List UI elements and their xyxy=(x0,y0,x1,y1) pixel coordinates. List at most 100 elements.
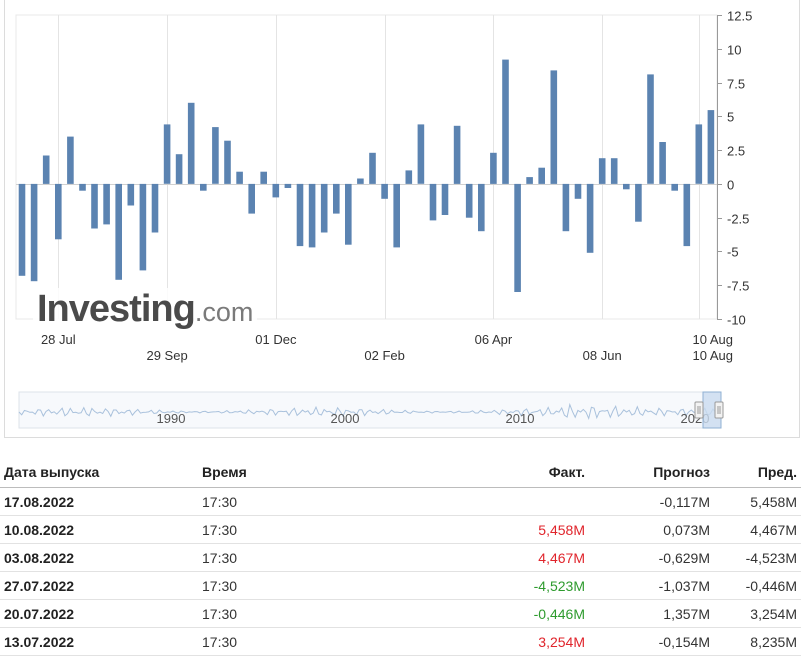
cell-forecast: -0,629M xyxy=(589,543,714,572)
cell-time: 17:30 xyxy=(198,515,446,544)
navigator-overview-line xyxy=(18,402,722,420)
bar xyxy=(333,183,340,214)
y-tick-label: -2.5 xyxy=(727,212,749,227)
cell-forecast: -0,117M xyxy=(589,487,714,516)
bar xyxy=(683,183,691,247)
bar xyxy=(671,183,678,191)
header-date[interactable]: Дата выпуска xyxy=(0,456,198,488)
cell-previous: 8,235M xyxy=(714,627,801,656)
cell-date: 13.07.2022 xyxy=(0,627,198,656)
bar xyxy=(550,70,558,184)
bar xyxy=(610,158,618,184)
bar-series xyxy=(18,59,715,292)
y-tick-label: -7.5 xyxy=(727,279,749,294)
bar xyxy=(236,171,243,184)
bar xyxy=(635,183,642,222)
y-tick-label: 0 xyxy=(727,178,734,193)
cell-actual xyxy=(446,487,589,516)
cell-time: 17:30 xyxy=(198,599,446,628)
events-table: Дата выпуска Время Факт. Прогноз Пред. 1… xyxy=(0,456,801,656)
header-previous[interactable]: Пред. xyxy=(714,456,801,488)
x-tick-label: 28 Jul xyxy=(41,332,76,347)
bar xyxy=(598,158,606,184)
bar xyxy=(405,170,413,184)
bar xyxy=(393,183,400,248)
bar xyxy=(200,183,207,191)
table-row: 27.07.2022 17:30 -4,523M -1,037M -0,446M xyxy=(0,571,801,600)
logo-text: Investing xyxy=(37,288,196,330)
navigator-handle[interactable] xyxy=(714,401,724,419)
table-row: 10.08.2022 17:30 5,458M 0,073M 4,467M xyxy=(0,515,801,544)
navigator-year-label: 1990 xyxy=(157,411,186,426)
cell-actual: 5,458M xyxy=(446,515,589,544)
x-tick-label: 08 Jun xyxy=(583,348,622,363)
bar xyxy=(272,183,280,198)
cell-actual: -0,446M xyxy=(446,599,589,628)
cell-previous: 5,458M xyxy=(714,487,801,516)
cell-actual: 3,254M xyxy=(446,627,589,656)
table-row: 17.08.2022 17:30 -0,117M 5,458M xyxy=(0,487,801,516)
bar xyxy=(562,183,570,232)
bar xyxy=(296,183,304,247)
y-tick-label: -5 xyxy=(727,245,739,260)
bar xyxy=(163,124,171,184)
bar xyxy=(284,183,292,188)
bar xyxy=(417,124,425,184)
bar xyxy=(659,142,666,184)
x-axis: 28 Jul 29 Sep 01 Dec 02 Feb 06 Apr 08 Jun 10 A… xyxy=(41,332,733,363)
bar xyxy=(478,183,485,232)
cell-forecast: 1,357M xyxy=(589,599,714,628)
cell-time: 17:30 xyxy=(198,487,446,516)
chart-svg[interactable]: 12.5 10 7.5 5 2.5 0 -2.5 -5 -7.5 -10 28 Jul 29 Sep… xyxy=(5,0,801,438)
table-body: 17.08.2022 17:30 -0,117M 5,458M 10.08.2022 17… xyxy=(0,487,801,656)
cell-forecast: 0,073M xyxy=(589,515,714,544)
cell-date: 03.08.2022 xyxy=(0,543,198,572)
table-row: 03.08.2022 17:30 4,467M -0,629M -4,523M xyxy=(0,543,801,572)
bar xyxy=(574,183,582,199)
y-tick-label: -10 xyxy=(727,313,746,328)
header-actual[interactable]: Факт. xyxy=(446,456,589,488)
bar xyxy=(357,178,364,184)
header-forecast[interactable]: Прогноз xyxy=(589,456,714,488)
cell-previous: 3,254M xyxy=(714,599,801,628)
cell-time: 17:30 xyxy=(198,571,446,600)
cell-time: 17:30 xyxy=(198,627,446,656)
y-tick-label: 5 xyxy=(727,110,734,125)
cell-previous: 4,467M xyxy=(714,515,801,544)
bar xyxy=(490,152,497,184)
bar xyxy=(514,183,521,292)
navigator-handle[interactable] xyxy=(694,401,704,419)
cell-forecast: -1,037M xyxy=(589,571,714,600)
x-tick-label: 02 Feb xyxy=(364,348,404,363)
bar xyxy=(224,140,231,184)
bar xyxy=(127,183,135,206)
logo-suffix: .com xyxy=(194,297,254,327)
bar xyxy=(526,177,533,184)
x-tick-label: 10 Aug xyxy=(693,348,734,363)
bar xyxy=(381,183,388,199)
x-tick-label: 01 Dec xyxy=(255,332,297,347)
x-tick-label: 29 Sep xyxy=(146,348,187,363)
bar xyxy=(369,152,376,184)
navigator-year-label: 2010 xyxy=(506,411,535,426)
header-time[interactable]: Время xyxy=(198,456,446,488)
bar xyxy=(502,59,509,184)
cell-actual: -4,523M xyxy=(446,571,589,600)
bar xyxy=(115,183,122,280)
bar xyxy=(30,183,38,282)
bar xyxy=(695,124,703,184)
cell-date: 27.07.2022 xyxy=(0,571,198,600)
bar xyxy=(103,183,110,225)
cell-previous: -0,446M xyxy=(714,571,801,600)
bar xyxy=(647,74,654,184)
bar xyxy=(248,183,255,214)
bar xyxy=(91,183,98,229)
investing-logo: Investing .com xyxy=(33,288,258,332)
bar xyxy=(151,183,159,233)
y-tick-label: 10 xyxy=(727,43,741,58)
y-axis: 12.5 10 7.5 5 2.5 0 -2.5 -5 -7.5 -10 xyxy=(717,9,752,328)
bar xyxy=(623,183,630,190)
table-row: 13.07.2022 17:30 3,254M -0,154M 8,235M xyxy=(0,627,801,656)
navigator-year-label: 2000 xyxy=(331,411,360,426)
y-tick-label: 12.5 xyxy=(727,9,752,24)
